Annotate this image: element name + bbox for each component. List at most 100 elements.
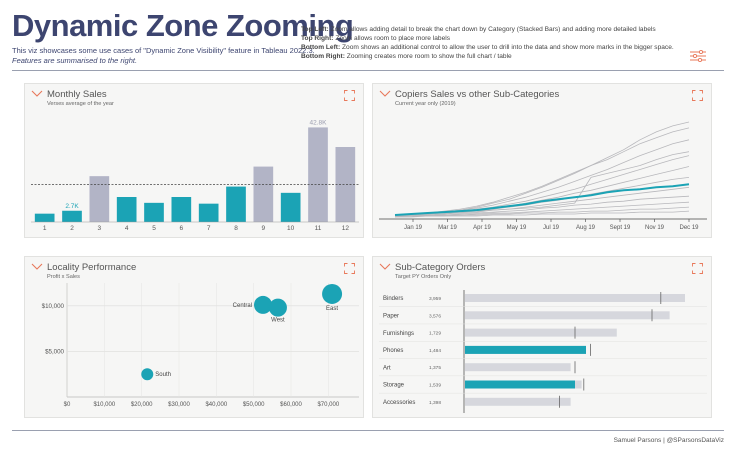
bar [116,197,137,222]
bar [89,176,110,222]
panel-locality-performance: Locality Performance Profit x Sales $5,0… [24,256,364,418]
panel-sub-category-orders: Sub-Category Orders Target PY Orders Onl… [372,256,712,418]
bar [34,213,55,222]
bar [198,203,219,222]
note-top-left: Top Left: Zoom allows adding detail to b… [301,26,656,33]
target-bar [465,328,617,337]
x-tick-label: 11 [315,225,322,232]
series-line-other [395,210,690,218]
panel-subtitle: Current year only (2019) [395,101,456,107]
series-line-other [395,186,690,217]
row-value: 3,959 [429,296,441,302]
x-tick-label: 4 [125,225,129,232]
row-label: Phones [383,348,403,354]
x-tick-label: $40,000 [205,402,227,408]
actual-bar [465,380,575,389]
scatter-point [268,298,287,317]
x-tick-label: 2 [70,225,74,232]
x-tick-label: Jan 19 [404,225,423,231]
x-tick-label: 10 [287,225,295,232]
copiers-line-chart: Jan 19 Mar 19 Apr 19 May 19 Jul 19 Aug 19 Sept… [379,121,707,231]
feature-notes: Top Left: Zoom allows adding detail to b… [301,25,674,61]
bar [308,127,328,222]
x-tick-label: $30,000 [168,402,190,408]
row-value: 1,729 [429,331,441,337]
bar [144,202,164,222]
page-title: Dynamic Zone Zooming [12,8,354,43]
series-line-other [395,201,690,217]
row-label: Binders [383,296,403,302]
panel-subtitle: Profit x Sales [47,274,80,280]
data-label: 2.7K [65,203,79,210]
series-line-other [394,151,690,217]
sliders-icon[interactable] [689,49,707,63]
panel-title: Copiers Sales vs other Sub-Categories [395,89,560,100]
page-subtitle-note: Features are summarised to the right. [12,56,138,65]
x-tick-label: Mar 19 [438,225,457,231]
x-tick-label: Dec 19 [679,225,699,231]
bar [171,197,192,222]
x-tick-label: $0 [64,402,71,408]
bar [280,192,301,222]
panel-title: Monthly Sales [47,89,107,100]
x-tick-label: 6 [180,225,184,232]
series-line-copiers [394,183,690,216]
x-tick-label: 1 [43,225,47,232]
row-value: 1,539 [429,383,441,389]
note-bottom-left: Bottom Left: Zoom shows an additional co… [301,44,674,51]
target-bar [465,363,571,372]
x-tick-label: $60,000 [280,402,302,408]
x-tick-label: 9 [262,225,266,232]
chevron-down-icon[interactable] [379,263,391,271]
series-line-other [394,177,690,217]
expand-icon[interactable] [344,263,355,274]
x-tick-label: Jul 19 [543,225,560,231]
footer-divider [12,430,724,431]
bar [335,147,356,222]
note-top-right: Top Right: Zoom allows room to place mor… [301,35,451,42]
panel-subtitle: Verses average of the year [47,101,114,107]
panel-subtitle: Target PY Orders Only [395,274,452,280]
scatter-point [141,368,154,381]
x-tick-label: May 19 [507,225,527,231]
expand-icon[interactable] [344,90,355,101]
chevron-down-icon[interactable] [31,90,43,98]
note-bottom-right: Bottom Right: Zooming creates more room … [301,53,512,60]
chevron-down-icon[interactable] [31,263,43,271]
panel-title: Sub-Category Orders [395,262,486,273]
actual-bar [465,345,586,354]
x-tick-label: 12 [342,225,350,232]
row-label: Accessories [383,400,415,406]
x-tick-label: 7 [207,225,211,232]
target-bar [465,397,571,406]
panel-title: Locality Performance [47,262,137,273]
scatter-point [254,295,272,314]
x-tick-label: $70,000 [317,402,339,408]
row-label: Paper [383,314,399,320]
bar [226,186,246,222]
x-tick-label: $20,000 [131,402,153,408]
x-tick-label: Nov 19 [645,225,665,231]
x-tick-label: Apr 19 [473,225,491,231]
panel-copiers-sales: Copiers Sales vs other Sub-Categories Cu… [372,83,712,238]
panel-monthly-sales: Monthly Sales Verses average of the year… [24,83,364,238]
row-label: Storage [383,383,405,389]
x-tick-label: Aug 19 [576,225,596,231]
chevron-down-icon[interactable] [379,90,391,98]
point-label: East [326,306,338,312]
target-bar [465,294,685,302]
expand-icon[interactable] [692,90,703,101]
point-label: South [155,372,171,378]
x-tick-label: Sept 19 [610,225,631,231]
expand-icon[interactable] [692,263,703,274]
row-label: Art [383,365,391,371]
locality-scatter-chart: $5,000 $10,000 $0 $10,000 $20,000 $30,000 $40,… [42,283,359,408]
scatter-point [322,283,343,304]
point-label: Central [233,303,252,309]
header-divider [12,70,724,71]
row-value: 3,576 [429,313,441,319]
data-label: 42.8K [310,119,328,126]
footer-credit: Samuel Parsons | @SParsonsDataViz [613,437,724,444]
series-line-other [394,166,690,217]
